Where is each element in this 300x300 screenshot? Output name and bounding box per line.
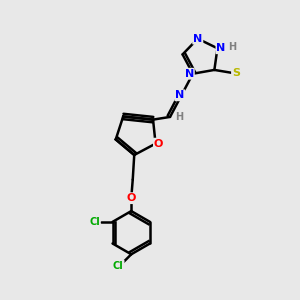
Text: N: N — [184, 69, 194, 79]
Text: H: H — [228, 42, 236, 52]
Text: Cl: Cl — [89, 217, 100, 227]
Text: N: N — [175, 90, 184, 100]
Text: O: O — [127, 193, 136, 203]
Text: O: O — [154, 139, 163, 148]
Text: S: S — [232, 68, 240, 78]
Text: Cl: Cl — [113, 261, 124, 271]
Text: N: N — [193, 34, 203, 44]
Text: N: N — [216, 43, 226, 53]
Text: H: H — [176, 112, 184, 122]
